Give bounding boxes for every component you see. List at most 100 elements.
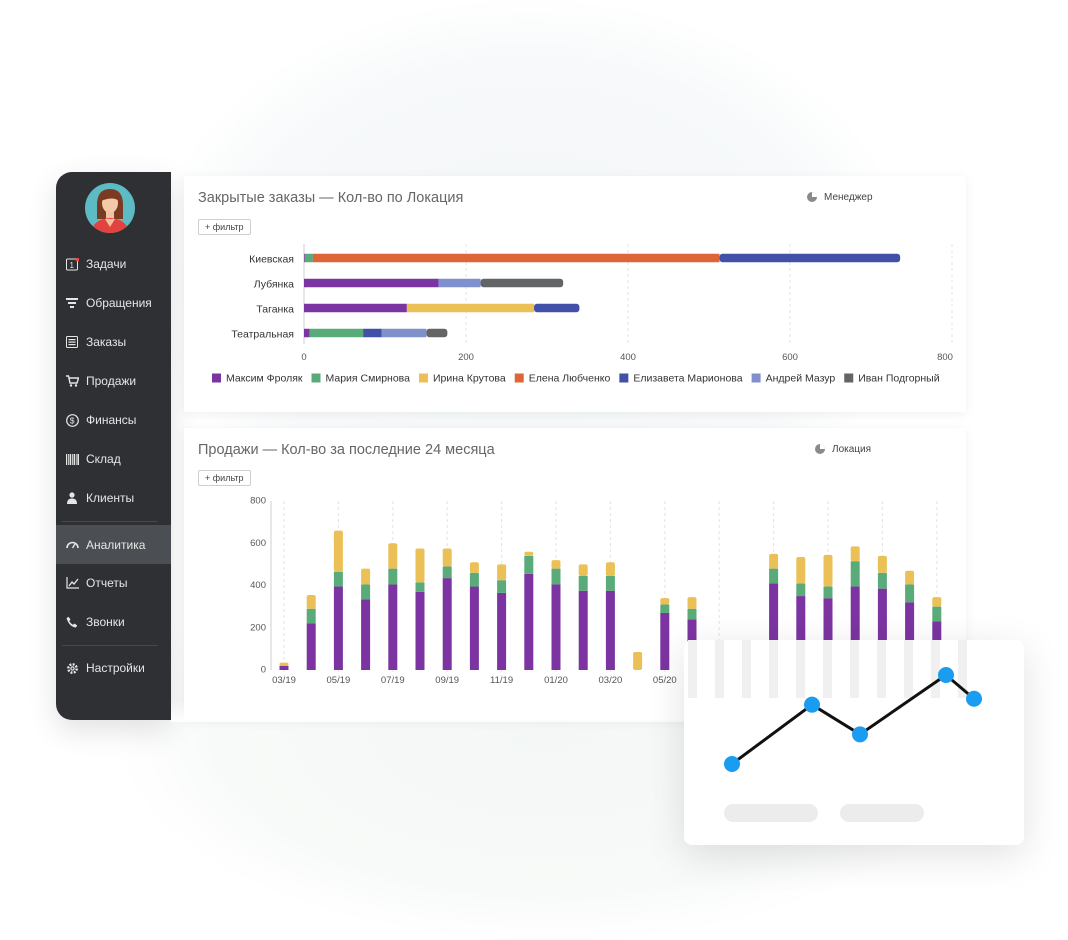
bar-segment[interactable] [469, 586, 479, 670]
add-filter-button[interactable]: + фильтр [198, 470, 251, 486]
bar-segment[interactable] [660, 612, 670, 670]
sidebar-item-requests[interactable]: Обращения [56, 284, 171, 322]
legend-item[interactable]: Мария Смирнова [326, 372, 411, 384]
bar-segment[interactable] [687, 597, 697, 609]
sidebar-item-clients[interactable]: Клиенты [56, 479, 171, 517]
bar-segment[interactable] [415, 582, 425, 592]
bar-segment[interactable] [769, 568, 779, 584]
bar-segment[interactable] [850, 586, 860, 670]
bar-segment[interactable] [304, 253, 313, 263]
bar-segment[interactable] [660, 604, 670, 613]
sidebar-item-tasks[interactable]: 1 Задачи [56, 245, 171, 283]
data-point[interactable] [804, 696, 820, 713]
bar-segment[interactable] [932, 606, 942, 622]
legend-item[interactable]: Елизавета Марионова [633, 372, 742, 384]
bar-segment[interactable] [415, 548, 425, 583]
bar-segment[interactable] [578, 575, 588, 591]
bar-segment[interactable] [306, 595, 316, 609]
bar-segment[interactable] [333, 586, 343, 670]
bar-segment[interactable] [309, 328, 364, 338]
bar-segment[interactable] [877, 588, 887, 670]
legend-item[interactable]: Иван Подгорный [858, 372, 939, 384]
bar-segment[interactable] [406, 303, 535, 313]
sidebar-item-calls[interactable]: Звонки [56, 603, 171, 641]
bar-segment[interactable] [306, 623, 316, 670]
bar-segment[interactable] [534, 303, 580, 313]
sidebar-item-settings[interactable]: Настройки [56, 649, 171, 687]
bar-segment[interactable] [850, 561, 860, 587]
bar-segment[interactable] [312, 253, 720, 263]
sidebar-item-reports[interactable]: Отчеты [56, 564, 171, 602]
bar-segment[interactable] [438, 278, 481, 288]
bar-segment[interactable] [796, 556, 806, 584]
legend-item[interactable]: Елена Любченко [529, 372, 611, 384]
bar-segment[interactable] [905, 602, 915, 670]
sidebar-item-finance[interactable]: $ Финансы [56, 401, 171, 439]
bar-segment[interactable] [381, 328, 427, 338]
bar-segment[interactable] [823, 554, 833, 587]
bar-segment[interactable] [333, 571, 343, 587]
bar-segment[interactable] [905, 570, 915, 585]
bar-segment[interactable] [660, 598, 670, 605]
group-by-location-button[interactable]: Локация [814, 443, 871, 455]
bar-segment[interactable] [823, 586, 833, 599]
bar-segment[interactable] [361, 568, 371, 585]
bar-segment[interactable] [304, 253, 305, 263]
bar-segment[interactable] [388, 568, 398, 585]
bar-segment[interactable] [306, 608, 316, 624]
bar-segment[interactable] [480, 278, 564, 288]
bar-segment[interactable] [304, 328, 310, 338]
data-point[interactable] [966, 690, 982, 707]
bar-segment[interactable] [388, 584, 398, 670]
legend-item[interactable]: Андрей Мазур [766, 372, 836, 384]
bar-segment[interactable] [469, 572, 479, 587]
bar-segment[interactable] [796, 596, 806, 670]
bar-segment[interactable] [719, 253, 901, 263]
data-point[interactable] [852, 726, 868, 743]
bar-segment[interactable] [279, 665, 289, 670]
bar-segment[interactable] [796, 583, 806, 597]
sidebar-item-sales[interactable]: Продажи [56, 362, 171, 400]
bar-segment[interactable] [932, 597, 942, 607]
legend-item[interactable]: Максим Фроляк [226, 372, 303, 384]
bar-segment[interactable] [578, 590, 588, 670]
bar-segment[interactable] [877, 555, 887, 573]
data-point[interactable] [724, 756, 740, 772]
group-by-manager-button[interactable]: Менеджер [806, 191, 873, 203]
bar-segment[interactable] [363, 328, 382, 338]
bar-segment[interactable] [524, 555, 534, 574]
bar-segment[interactable] [304, 303, 407, 313]
bar-segment[interactable] [769, 583, 779, 670]
bar-segment[interactable] [279, 662, 289, 666]
bar-segment[interactable] [426, 328, 448, 338]
sidebar-item-orders[interactable]: Заказы [56, 323, 171, 361]
bar-segment[interactable] [442, 578, 452, 670]
bar-segment[interactable] [605, 575, 615, 591]
bar-segment[interactable] [524, 573, 534, 670]
bar-segment[interactable] [388, 543, 398, 569]
bar-segment[interactable] [605, 590, 615, 670]
bar-segment[interactable] [823, 598, 833, 670]
bar-segment[interactable] [415, 591, 425, 670]
bar-segment[interactable] [877, 572, 887, 589]
bar-segment[interactable] [361, 599, 371, 670]
bar-segment[interactable] [850, 546, 860, 562]
bar-segment[interactable] [551, 568, 561, 585]
sidebar-item-analytics[interactable]: Аналитика [56, 525, 171, 564]
bar-segment[interactable] [905, 584, 915, 603]
bar-segment[interactable] [769, 553, 779, 569]
bar-segment[interactable] [551, 560, 561, 569]
add-filter-button[interactable]: + фильтр [198, 219, 251, 235]
bar-segment[interactable] [333, 530, 343, 572]
bar-segment[interactable] [497, 592, 507, 670]
bar-segment[interactable] [442, 548, 452, 567]
avatar[interactable] [85, 183, 135, 233]
bar-segment[interactable] [304, 278, 439, 288]
bar-segment[interactable] [524, 551, 534, 556]
sidebar-item-warehouse[interactable]: Склад [56, 440, 171, 478]
bar-segment[interactable] [469, 562, 479, 573]
bar-segment[interactable] [605, 562, 615, 576]
data-point[interactable] [938, 667, 954, 683]
bar-segment[interactable] [551, 584, 561, 670]
bar-segment[interactable] [442, 566, 452, 579]
